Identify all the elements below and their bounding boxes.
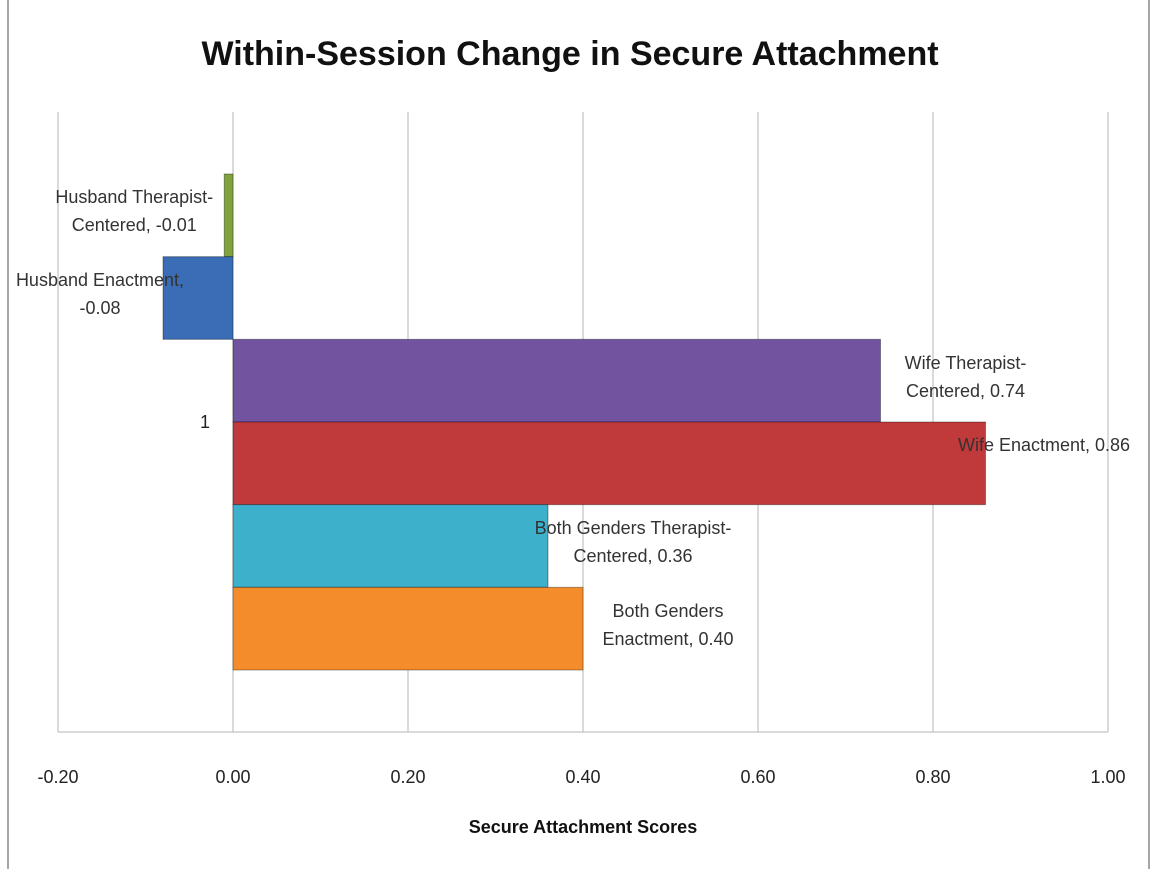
data-label-box: Husband Therapist-Centered, -0.01 <box>55 187 214 236</box>
y-tick-label: 1 <box>200 412 210 432</box>
data-label: Husband Therapist-Centered, -0.01 <box>55 187 214 236</box>
data-label: Husband Enactment, -0.08 <box>15 270 185 318</box>
data-label-box: Wife Enactment, 0.86 <box>957 435 1131 456</box>
data-label: Both Genders Therapist-Centered, 0.36 <box>534 518 732 566</box>
x-tick-label: 0.40 <box>565 767 600 787</box>
bar <box>232 421 986 506</box>
data-label: Wife Enactment, 0.86 <box>957 435 1131 456</box>
data-label-box: Both Genders Enactment, 0.40 <box>602 600 734 649</box>
bar <box>232 586 584 671</box>
x-axis-label: Secure Attachment Scores <box>469 817 697 837</box>
x-tick-label: 0.80 <box>915 767 950 787</box>
x-tick-label: 0.60 <box>740 767 775 787</box>
data-label: Wife Therapist-Centered, 0.74 <box>904 352 1027 401</box>
x-tick-label: 1.00 <box>1090 767 1125 787</box>
bar <box>162 256 234 340</box>
bar <box>232 504 549 588</box>
data-label-box: Both Genders Therapist-Centered, 0.36 <box>534 518 732 566</box>
chart-title: Within-Session Change in Secure Attachme… <box>201 35 938 73</box>
bar <box>232 338 881 423</box>
data-label-box: Husband Enactment, -0.08 <box>15 270 185 318</box>
x-tick-label: 0.20 <box>390 767 425 787</box>
chart-frame <box>7 0 1150 874</box>
data-label-box: Wife Therapist-Centered, 0.74 <box>904 352 1027 401</box>
x-tick-label: 0.00 <box>215 767 250 787</box>
x-tick-label: -0.20 <box>37 767 78 787</box>
data-label: Both Genders Enactment, 0.40 <box>602 600 734 649</box>
